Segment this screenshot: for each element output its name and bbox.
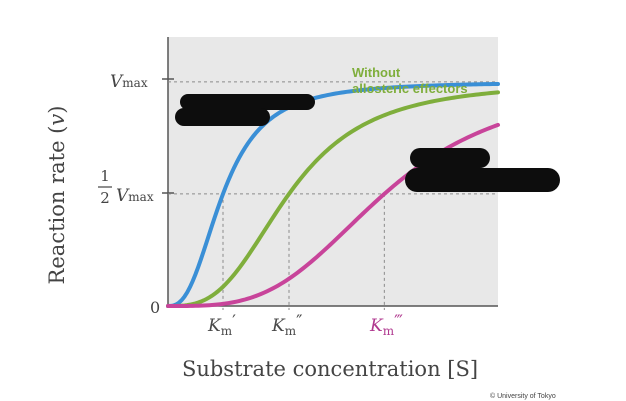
km3-label: Km‴ [369,312,403,338]
svg-text:2: 2 [100,189,110,207]
redaction-mark-left [175,94,315,126]
credit: © University of Tokyo [490,392,556,400]
svg-text:Vmax: Vmax [116,186,154,206]
y-tick-label-vmax: Vmax [110,72,148,92]
km2-label: Km″ [271,312,302,338]
curve-series-1 [166,81,500,308]
svg-text:1: 1 [100,167,110,185]
y-axis-title: Reaction rate (v) [45,106,69,285]
y-tick-label-half-vmax: 1 2 Vmax [98,167,154,207]
y-tick-label-zero: 0 [150,298,160,317]
annotation-without-effectors-line2: allosteric effectors [352,81,468,96]
annotation-without-effectors-line1: Without [352,65,401,80]
curve-series-2 [166,90,500,308]
x-axis-title: Substrate concentration [S] [182,357,478,381]
redaction-mark-right [405,148,560,192]
km1-label: Km′ [207,312,236,338]
